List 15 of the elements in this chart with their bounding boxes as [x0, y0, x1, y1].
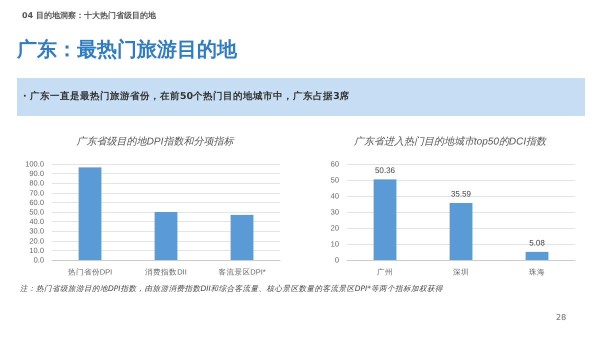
data-label: 5.08 [529, 238, 546, 248]
text: 04 目的地洞察：十大热门省级目的地 [22, 10, 156, 21]
text: · 广东一直是最热门旅游省份，在前50个热门目的地城市中，广东占据3席 [17, 78, 585, 116]
bar [230, 214, 254, 260]
bar [450, 203, 472, 260]
data-label: 35.59 [450, 190, 472, 199]
bar [526, 252, 548, 260]
text: 28 [556, 313, 566, 322]
bar [374, 179, 396, 260]
bar [154, 212, 178, 260]
text: 广东：最热门旅游目的地 [17, 36, 237, 63]
chart-title: 广东省进入热门目的地城市top50的DCI指数 [354, 136, 548, 148]
bar [78, 167, 102, 260]
data-label: 50.36 [374, 166, 396, 175]
chart-title: 广东省级目的地DPI指数和分项指标 [76, 136, 234, 148]
